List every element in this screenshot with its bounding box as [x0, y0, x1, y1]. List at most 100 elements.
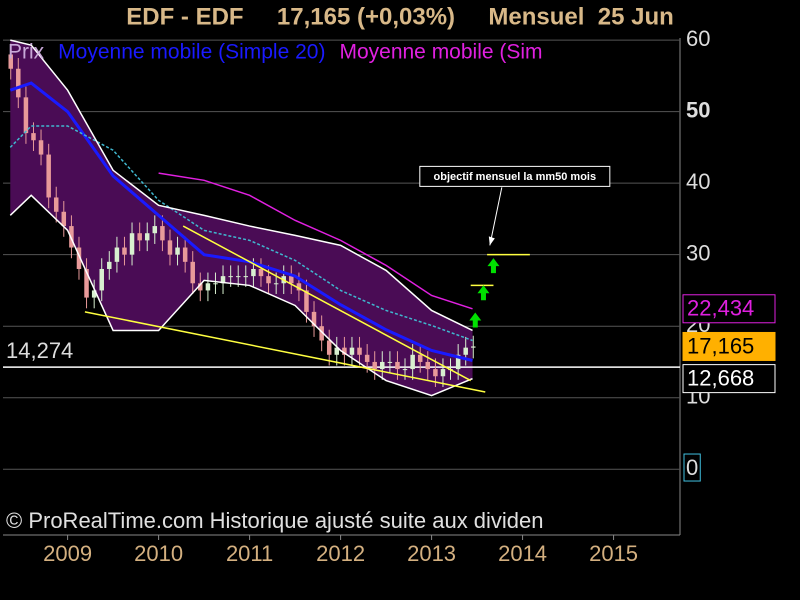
candle-body [228, 276, 233, 278]
candle-body [205, 283, 211, 291]
y-tick-label: 0 [686, 455, 698, 480]
candle-body [137, 233, 142, 241]
footer: © ProRealTime.com Historique ajusté suit… [6, 508, 544, 533]
y-tick-label: 60 [686, 26, 710, 51]
series-line [10, 39, 473, 332]
candle-body [455, 354, 461, 370]
candle-body [220, 276, 226, 284]
candle-body [198, 283, 203, 291]
annotation-arrowhead [488, 236, 495, 246]
candle-body [349, 347, 355, 355]
arrow-marker [469, 312, 482, 328]
candle-body [69, 226, 74, 248]
series-line [158, 172, 473, 310]
annotation-text: objectif mensuel la mm50 mois [434, 171, 597, 183]
series-line [9, 125, 473, 342]
price-label: 22,434 [687, 296, 754, 321]
candle-body [243, 276, 249, 278]
x-tick-label: 2009 [43, 541, 92, 566]
candle-body [463, 347, 468, 355]
candle-body [273, 283, 279, 285]
x-tick-label: 2013 [407, 541, 456, 566]
candle-body [304, 290, 309, 312]
candle-body [144, 233, 150, 241]
plot-area: objectif mensuel la mm50 mois Prix Moyenne… [3, 39, 680, 533]
candle-body [425, 361, 431, 370]
candle-body [357, 347, 362, 355]
legend-entry: Moyenne mobile (Sim [339, 41, 542, 64]
candle-body [175, 247, 180, 255]
candle-body [61, 211, 67, 227]
candle-body [296, 283, 302, 291]
price-label-box [682, 364, 776, 394]
price-label-box [682, 294, 776, 324]
trendline [182, 225, 472, 382]
candle-body [46, 154, 51, 198]
candle-body [289, 276, 294, 284]
arrow-marker [487, 258, 500, 274]
candle-body [99, 268, 104, 291]
price-label: 17,165 [687, 333, 754, 358]
trendline [84, 311, 486, 393]
candle-body [38, 140, 44, 155]
price-label-box [682, 331, 776, 361]
x-tick-label: 2011 [226, 541, 273, 566]
candle-body [190, 261, 195, 284]
price-label: 12,668 [687, 365, 754, 390]
candle-body [235, 276, 241, 278]
level-label: 14,274 [6, 338, 73, 363]
candle-body [372, 361, 377, 370]
y-tick-label: 40 [686, 169, 710, 194]
candle-body [84, 268, 89, 298]
candle-body [251, 268, 256, 277]
candle-body [326, 340, 332, 355]
series-line [9, 81, 473, 362]
band-fill [10, 40, 473, 396]
y-tick-label: 30 [686, 240, 710, 265]
series-line [9, 194, 473, 397]
candle-body [319, 326, 324, 341]
tick-box [683, 453, 701, 482]
candle-body [129, 233, 135, 255]
annotation-box [419, 165, 611, 187]
x-tick-label: 2012 [316, 541, 365, 566]
candle-body [53, 197, 59, 212]
chart-title: EDF - EDF 17,165 (+0,03%) Mensuel 25 Jun [126, 3, 674, 30]
y-tick-label: 50 [686, 97, 710, 122]
candle-body [16, 68, 21, 98]
candle-body [266, 276, 271, 284]
candle-body [380, 361, 385, 370]
candle-body [433, 369, 438, 377]
candle-body [31, 133, 36, 141]
candle-body [471, 346, 476, 348]
legend-entry: Moyenne mobile (Simple 20) [58, 41, 325, 64]
candle-body [8, 54, 13, 69]
candle-body [182, 247, 188, 262]
candle-body [258, 268, 264, 277]
x-tick-label: 2010 [134, 541, 183, 566]
candle-body [410, 354, 415, 370]
annotation-arrow [489, 187, 503, 246]
candle-body [76, 247, 82, 269]
candle-body [342, 347, 347, 355]
legend-entry: Prix [8, 41, 45, 64]
arrow-marker [477, 285, 490, 301]
candle-body [167, 240, 173, 255]
x-tick-label: 2014 [498, 541, 547, 566]
x-tick-label: 2015 [589, 541, 638, 566]
candle-body [417, 354, 423, 362]
candle-body [395, 361, 400, 370]
candle-body [387, 361, 393, 363]
candle-body [107, 261, 112, 269]
candle-body [213, 283, 218, 285]
candle-body [160, 226, 165, 241]
candle-body [311, 311, 317, 327]
candle-body [402, 369, 408, 371]
candle-body [23, 97, 29, 134]
candle-body [114, 247, 120, 262]
candle-body [334, 347, 340, 355]
candle-body [440, 369, 446, 377]
candle-body [91, 290, 97, 298]
